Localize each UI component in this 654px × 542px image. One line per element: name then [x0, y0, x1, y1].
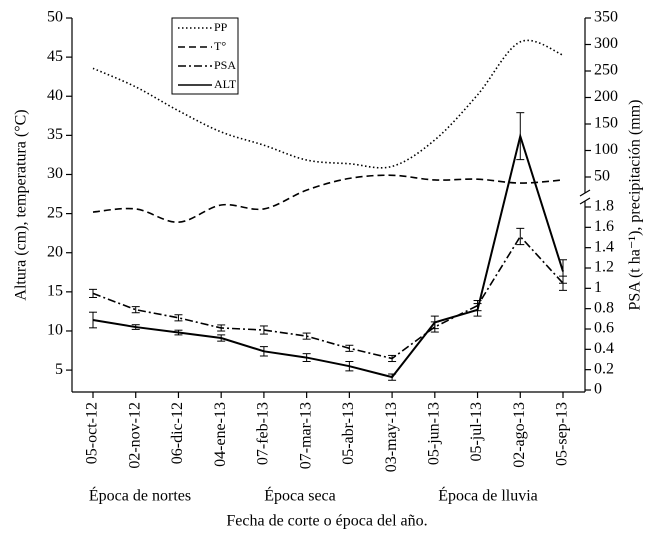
y-tick-label: 5: [55, 361, 63, 378]
legend-label: ALT: [214, 77, 237, 91]
y2-tick-label: 50: [594, 168, 610, 185]
x-tick-label: 05-abr-13: [340, 402, 357, 465]
legend-label: T°: [214, 39, 226, 53]
error-bar: [131, 324, 140, 330]
axis-break: [579, 197, 591, 205]
error-bar: [217, 334, 226, 342]
x-tick-label: 02-nov-12: [126, 402, 143, 469]
error-bar: [345, 360, 354, 372]
y2-tick-label: 300: [594, 35, 618, 52]
y-tick-label: 40: [47, 87, 63, 104]
series-line: [92, 235, 564, 360]
y2-tick-label: 0.6: [594, 320, 614, 337]
y2-tick-label: 1.4: [594, 238, 614, 255]
error-bar: [259, 346, 268, 357]
y-tick-label: 10: [47, 322, 63, 339]
error-bar: [430, 315, 439, 330]
y-tick-label: 25: [47, 204, 63, 221]
series-line: [92, 132, 564, 379]
y2-tick-label: 100: [594, 141, 618, 158]
error-bar: [174, 314, 183, 322]
y2-tick-label: 200: [594, 88, 618, 105]
y2-tick-label: 0.2: [594, 360, 614, 377]
x-tick-label: 05-sep-13: [554, 402, 571, 466]
series-line: [92, 174, 564, 224]
x-tick-label: 04-ene-13: [212, 402, 229, 467]
y2-tick-label: 0: [594, 381, 602, 398]
y2-tick-label: 0.8: [594, 299, 614, 316]
y2-tick-label: 1.6: [594, 218, 614, 235]
x-tick-label: 07-mar-13: [297, 402, 314, 469]
axis-break: [579, 189, 591, 197]
y2-tick-label: 1.8: [594, 198, 614, 215]
error-bar: [89, 288, 97, 298]
x-tick-label: 05-jun-13: [425, 402, 442, 465]
legend-box: [171, 17, 239, 95]
y2-tick-label: 0.4: [594, 340, 614, 357]
y2-tick-label: 350: [594, 9, 618, 26]
y2-tick-label: 150: [594, 115, 618, 132]
error-bar: [559, 259, 567, 284]
x-tick-label: 03-may-13: [383, 402, 400, 472]
period-label: Época de nortes: [89, 486, 191, 505]
period-label: Época seca: [264, 486, 336, 505]
y-axis-label: Altura (cm), temperatura (°C): [13, 109, 30, 300]
error-bar: [217, 324, 226, 332]
error-bar: [89, 311, 97, 329]
x-axis-label: Fecha de corte o época del año.: [226, 513, 427, 530]
error-bar: [388, 354, 397, 363]
y2-tick-label: 1.2: [594, 259, 614, 276]
error-bar: [302, 353, 311, 362]
error-bar: [174, 329, 183, 336]
legend-label: PP: [214, 20, 228, 34]
error-bar: [516, 112, 525, 161]
y-tick-label: 15: [47, 283, 63, 300]
legend-label: PSA: [214, 58, 236, 72]
y2-axis-label: PSA (t ha⁻¹), precipitación (mm): [627, 100, 644, 311]
error-bar: [473, 303, 482, 317]
period-label: Época de lluvia: [438, 486, 538, 505]
y-tick-label: 50: [47, 9, 63, 26]
y-tick-label: 20: [47, 243, 63, 260]
error-bar: [516, 227, 525, 246]
x-tick-label: 05-jul-13: [468, 402, 485, 462]
error-bar: [259, 325, 268, 335]
y2-tick-label: 250: [594, 62, 618, 79]
x-tick-label: 02-ago-13: [511, 402, 528, 468]
series-line: [92, 39, 564, 169]
x-tick-label: 07-feb-13: [255, 402, 272, 465]
error-bar: [131, 306, 140, 314]
y2-tick-label: 1: [594, 279, 602, 296]
y-tick-label: 35: [47, 126, 63, 143]
x-tick-label: 05-oct-12: [84, 402, 101, 464]
x-tick-label: 06-dic-12: [169, 402, 186, 464]
error-bar: [345, 344, 354, 352]
error-bar: [302, 332, 311, 340]
y-tick-label: 30: [47, 165, 63, 182]
error-bar: [388, 373, 397, 381]
y-tick-label: 45: [47, 48, 63, 65]
